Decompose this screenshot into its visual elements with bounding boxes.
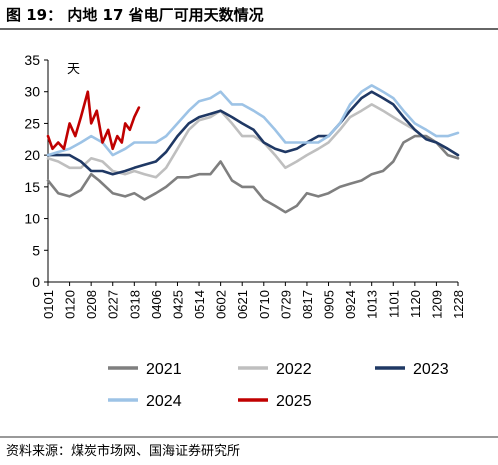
x-tick-label: 1101 [386,290,401,318]
x-tick-label: 0602 [214,290,229,319]
y-tick-label: 30 [24,84,40,100]
legend-label-2025: 2025 [276,393,312,410]
x-tick-label: 0817 [300,290,315,319]
x-tick-label: 1120 [408,290,423,318]
series-line-2023 [46,90,460,176]
axes: 0 5 10 15 20 25 30 35 0101 0120 0208 0227 0318 0406 04… [24,52,466,319]
y-tick-label: 10 [24,211,40,227]
x-tick-label: 0101 [41,290,56,319]
legend: 2021 2022 2023 2024 2025 [108,361,449,410]
source-note: 资料来源：煤炭市场网、国海证券研究所 [6,443,240,459]
legend-label-2022: 2022 [276,361,312,378]
x-tick-label: 0227 [106,290,121,319]
x-tick-label: 0729 [278,290,293,319]
x-tick-label: 0120 [63,290,78,319]
series-line-2024 [46,84,460,157]
x-tick-label: 0318 [127,290,142,319]
x-tick-label: 1209 [429,290,444,319]
x-tick-label: 1013 [365,290,380,319]
y-axis-label: 天 [67,62,80,77]
x-tick-label: 0621 [235,290,250,319]
figure-title: 图 19： 内地 17 省电厂可用天数情况 [6,6,264,24]
y-tick-label: 0 [32,274,40,290]
x-tick-label: 0514 [192,290,207,319]
x-tick-label: 0425 [170,290,185,319]
x-tick-label: 0710 [257,290,272,319]
y-tick-label: 15 [24,179,40,195]
legend-label-2021: 2021 [146,361,182,378]
legend-label-2023: 2023 [413,361,449,378]
y-tick-label: 20 [24,147,40,163]
series-line-2025 [46,90,141,151]
y-tick-label: 25 [24,115,40,131]
x-tick-label: 1228 [451,290,466,319]
x-tick-label: 0905 [322,290,337,319]
x-tick-label: 0924 [343,290,358,319]
y-tick-label: 5 [32,242,40,258]
series-lines [46,84,460,214]
series-line-2021 [46,134,460,214]
x-tick-label: 0208 [84,290,99,319]
x-tick-label: 0406 [149,290,164,319]
y-tick-label: 35 [24,52,40,68]
legend-label-2024: 2024 [146,393,182,410]
